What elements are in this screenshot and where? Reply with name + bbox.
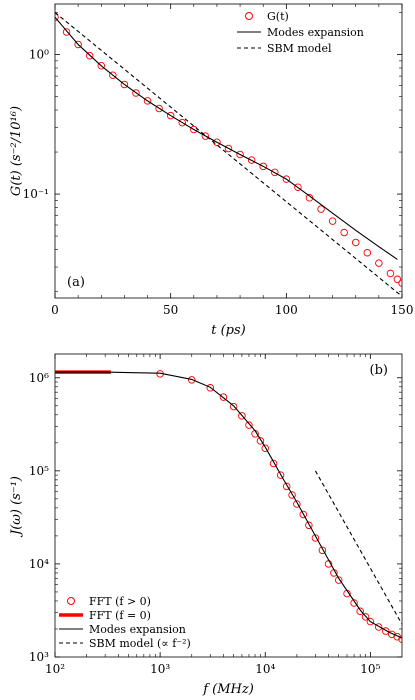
data-point (393, 275, 402, 284)
data-point (155, 104, 163, 113)
data-point (276, 471, 285, 479)
data-point (328, 217, 337, 225)
x-tick-label: 10⁴ (255, 662, 275, 676)
data-point (294, 183, 302, 191)
data-point (259, 162, 267, 171)
data-point (120, 80, 129, 89)
plot-frame (54, 3, 403, 299)
data-point (85, 51, 94, 60)
legend-marker (245, 12, 253, 20)
data-point (293, 500, 301, 508)
data-point (305, 521, 313, 530)
data-point (229, 402, 238, 411)
data-point (55, 13, 59, 21)
series-line (314, 470, 402, 625)
data-point (166, 111, 175, 120)
data-point (361, 613, 370, 621)
data-point (398, 635, 402, 644)
data-point (340, 228, 348, 237)
legend-label: SBM model (∝ f⁻²) (89, 637, 191, 650)
data-point (236, 150, 244, 159)
plot-area (55, 370, 402, 644)
x-tick-label: 10⁵ (360, 662, 380, 676)
x-axis-label: f (MHz) (202, 682, 254, 697)
data-point (201, 132, 210, 140)
data-point (132, 89, 140, 97)
series-line (55, 16, 398, 260)
x-axis-label: t (ps) (211, 323, 246, 338)
series-line (55, 12, 402, 297)
data-point (381, 627, 390, 635)
data-point (318, 546, 327, 555)
x-tick-label: 10² (45, 662, 65, 676)
data-point (238, 412, 246, 420)
y-axis-label: J(ω) (s⁻¹) (9, 476, 24, 538)
data-point (398, 279, 402, 287)
data-point (317, 205, 325, 213)
data-point (288, 491, 296, 499)
data-point (97, 62, 106, 70)
x-tick-label: 0 (51, 303, 59, 317)
legend-label: FFT (f > 0) (89, 595, 151, 608)
data-point (269, 459, 278, 468)
legend-label: Modes expansion (89, 623, 186, 636)
legend-label: FFT (f = 0) (89, 609, 151, 622)
data-point (245, 421, 253, 429)
data-point (311, 534, 320, 542)
legend-marker (67, 597, 75, 605)
plot-area (55, 12, 402, 297)
legend-label: SBM model (267, 42, 332, 55)
data-point (224, 144, 233, 153)
data-point (219, 393, 228, 401)
data-point (363, 248, 372, 257)
data-point (350, 599, 358, 607)
y-axis-label: G(t) (s⁻²/10¹⁶) (9, 106, 24, 196)
x-tick-label: 100 (275, 303, 298, 317)
data-point (247, 156, 256, 164)
data-point (351, 238, 360, 247)
x-tick-label: 150 (391, 303, 414, 317)
x-tick-label: 50 (163, 303, 178, 317)
y-tick-label: 10⁴ (29, 557, 49, 571)
data-point (334, 576, 343, 584)
panel-tag: (b) (370, 363, 388, 378)
y-tick-label: 10⁶ (29, 371, 49, 385)
y-tick-label: 10⁻¹ (23, 187, 49, 201)
data-point (143, 97, 152, 105)
x-tick-label: 10³ (150, 662, 170, 676)
data-point (375, 259, 383, 267)
data-point (178, 118, 186, 127)
data-point (190, 125, 198, 134)
data-point (188, 376, 196, 384)
series-line (55, 371, 402, 639)
data-point (374, 623, 383, 631)
data-point (282, 175, 291, 183)
data-point (261, 444, 269, 452)
data-point (282, 482, 291, 491)
data-point (356, 607, 364, 616)
data-point (256, 437, 265, 445)
data-point (366, 617, 375, 626)
data-point (109, 71, 117, 79)
data-point (386, 269, 395, 278)
data-point (62, 28, 71, 36)
data-point (206, 384, 215, 392)
y-tick-label: 10³ (29, 650, 49, 664)
data-point (74, 40, 82, 49)
plot-frame (54, 353, 403, 658)
y-tick-label: 10⁰ (29, 47, 49, 61)
data-point (271, 168, 279, 177)
panel-tag: (a) (67, 275, 85, 290)
legend-label: Modes expansion (267, 26, 364, 39)
data-point (299, 510, 308, 519)
y-tick-label: 10⁵ (29, 464, 49, 478)
legend-label: G(t) (267, 10, 289, 23)
